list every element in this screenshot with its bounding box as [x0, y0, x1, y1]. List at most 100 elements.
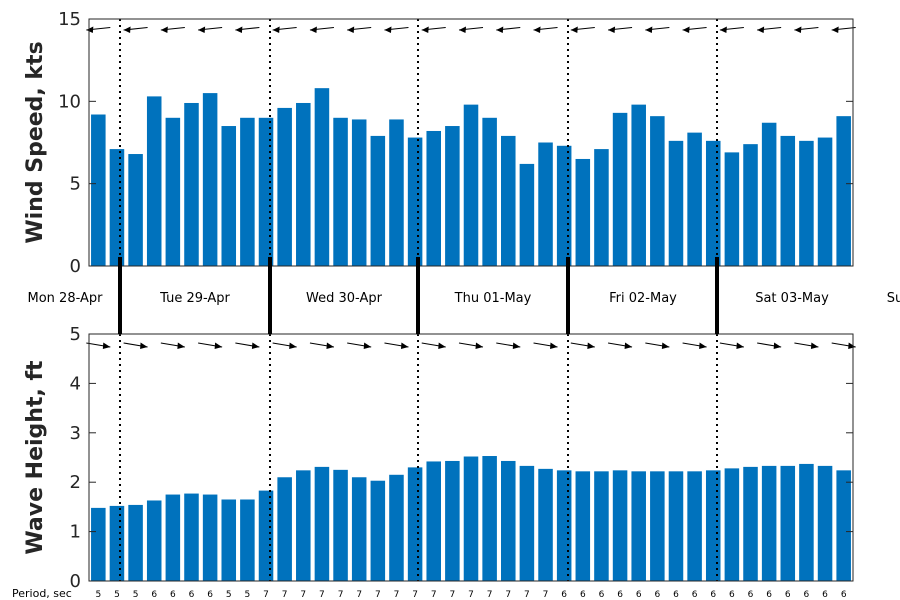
wave-bar [407, 467, 423, 581]
wave-bar [445, 460, 460, 581]
wind-bar [258, 117, 274, 266]
wind-bar [426, 130, 441, 266]
wave-direction-arrow [719, 342, 744, 349]
wave-bar [575, 471, 591, 581]
wind-speed-panel: 0 5 10 15 Wind Speed, kts [23, 9, 856, 277]
day-label: Tue 29-Apr [159, 291, 230, 306]
period-value: 7 [412, 590, 418, 600]
period-value: 7 [300, 590, 306, 600]
wind-direction-arrow [608, 26, 633, 33]
wind-direction-arrow [347, 26, 372, 33]
wind-bar [705, 140, 721, 266]
wind-bar [650, 116, 665, 266]
wave-direction-arrow [831, 342, 856, 349]
wave-bar [146, 500, 162, 581]
wind-bar [165, 117, 181, 266]
wind-bar [668, 140, 684, 266]
day-label: Mon 28-Apr [28, 291, 104, 306]
wind-bar [631, 104, 646, 266]
wave-bar [370, 480, 386, 581]
wave-bar [482, 456, 497, 581]
wave-direction-arrow [421, 342, 446, 349]
wind-y-tick-label: 10 [58, 91, 81, 112]
day-label: Wed 30-Apr [306, 291, 383, 306]
wave-y-tick-label: 5 [70, 324, 81, 345]
wave-direction-arrow [123, 342, 148, 349]
period-value: 7 [375, 590, 381, 600]
wave-bar [221, 499, 237, 581]
wind-bar [501, 135, 516, 266]
wind-direction-arrow [421, 26, 446, 33]
wave-bar [184, 493, 199, 581]
wind-direction-arrow [794, 26, 819, 33]
period-value: 6 [822, 590, 828, 600]
period-value: 7 [431, 590, 437, 600]
wind-bar [761, 122, 777, 267]
wind-bar [128, 154, 143, 266]
period-value: 6 [710, 590, 716, 600]
wave-bar [463, 456, 479, 581]
period-value: 6 [841, 590, 847, 600]
wave-bar [426, 461, 441, 581]
wind-bar [817, 137, 833, 266]
wind-bar [389, 119, 404, 267]
period-row: Period, sec 5 5 5 6 6 6 6 5 5 7 7 7 7 7 7 7 7 7 7 7 7 7 7 7 7 6 6 6 6… [12, 587, 847, 600]
period-value: 6 [748, 590, 754, 600]
wind-direction-arrow [160, 26, 185, 33]
wave-direction-arrow [607, 342, 633, 349]
wind-bar [724, 152, 740, 266]
wind-bar [184, 102, 199, 266]
wind-y-tick-label: 0 [70, 256, 81, 277]
wave-direction-arrow [86, 342, 111, 349]
wave-direction-arrow [160, 342, 185, 349]
period-value: 7 [394, 590, 400, 600]
period-value: 6 [673, 590, 679, 600]
wind-bar [556, 145, 572, 266]
wind-bar [836, 116, 851, 266]
wave-y-tick-label: 0 [70, 571, 81, 592]
wind-bar [351, 119, 367, 267]
wave-direction-arrow [198, 342, 223, 349]
period-title: Period, sec [12, 587, 72, 600]
period-value: 5 [95, 590, 101, 600]
wave-bar [836, 470, 851, 581]
wave-y-tick-label: 1 [70, 522, 81, 543]
wave-y-tick-label: 4 [70, 373, 81, 394]
wave-bar [705, 470, 721, 581]
wave-bar [519, 465, 535, 581]
wave-bar [817, 465, 833, 581]
wind-bar [407, 137, 423, 266]
wave-bar [650, 471, 665, 581]
wave-bar [761, 465, 777, 581]
wind-bar [296, 102, 311, 266]
period-value: 7 [449, 590, 455, 600]
wind-bar [333, 117, 348, 266]
wave-direction-arrow [458, 342, 484, 349]
wind-direction-arrow [831, 26, 856, 33]
wind-bar [91, 114, 106, 266]
period-value: 6 [766, 590, 772, 600]
period-value: 6 [207, 590, 213, 600]
wind-direction-arrow [458, 26, 484, 33]
period-value: 6 [654, 590, 660, 600]
period-value: 7 [338, 590, 344, 600]
wave-bar [202, 494, 218, 581]
wind-y-tick-label: 15 [58, 9, 81, 30]
wave-bar [314, 466, 330, 581]
period-value: 6 [189, 590, 195, 600]
period-value: 7 [505, 590, 511, 600]
day-label: Thu 01-May [454, 291, 532, 306]
wind-direction-arrow [645, 26, 670, 33]
period-value: 7 [468, 590, 474, 600]
period-value: 6 [804, 590, 810, 600]
wave-direction-arrow [645, 342, 670, 349]
wave-bar [538, 468, 553, 581]
period-value: 5 [226, 590, 232, 600]
period-value: 6 [151, 590, 157, 600]
wave-bar [612, 470, 628, 581]
wind-bar [202, 93, 218, 266]
period-value: 6 [617, 590, 623, 600]
period-value: 7 [263, 590, 269, 600]
wave-bar [389, 474, 404, 581]
wind-bar [612, 112, 628, 266]
